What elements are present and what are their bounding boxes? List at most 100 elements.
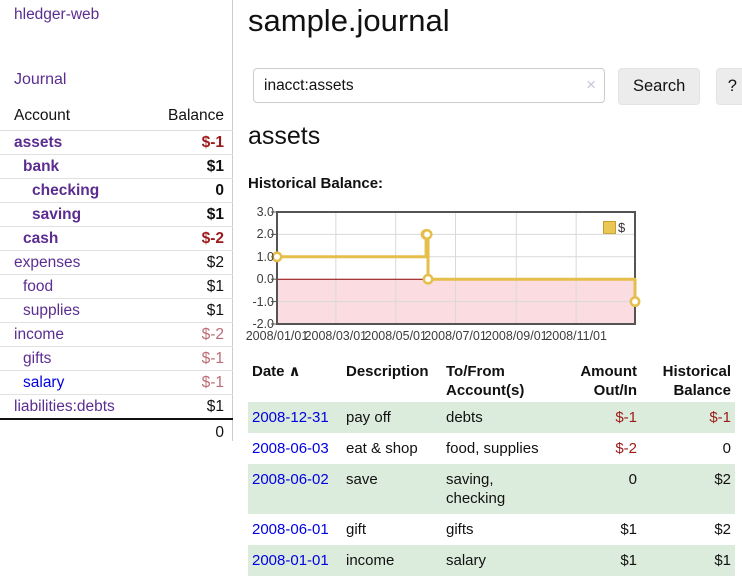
x-axis-label: 2008/09/01 — [485, 329, 548, 343]
x-axis-label: 2008/11/01 — [545, 329, 607, 343]
transaction-description-cell: eat & shop — [346, 440, 418, 457]
register-header-row: Date ∧ Description To/From Account(s) Amount… — [248, 360, 735, 402]
chart-plot — [271, 211, 641, 325]
account-link-food[interactable]: food — [23, 278, 54, 295]
account-row: gifts $-1 — [0, 347, 233, 371]
account-link-gifts[interactable]: gifts — [23, 350, 52, 367]
transaction-amount-cell: $1 — [620, 552, 637, 569]
sort-ascending-icon: ∧ — [288, 363, 301, 380]
column-header-to-from-account-s-: To/From Account(s) — [442, 360, 546, 402]
account-link-cash[interactable]: cash — [23, 230, 59, 247]
column-header-amount-out-in: Amount Out/In — [546, 360, 641, 402]
transaction-date-link[interactable]: 2008-06-03 — [252, 440, 329, 457]
transaction-date-cell: 2008-12-31 — [248, 402, 342, 433]
account-link-liabilities-debts[interactable]: liabilities:debts — [14, 398, 115, 415]
transaction-accounts-cell: debts — [446, 409, 483, 426]
account-balance: 0 — [215, 182, 224, 199]
transaction-balance-cell: $2 — [714, 471, 731, 488]
account-link-expenses[interactable]: expenses — [14, 254, 81, 271]
accounts-header-balance: Balance — [167, 107, 224, 124]
brand-link[interactable]: hledger-web — [14, 6, 100, 23]
account-balance: $1 — [206, 206, 224, 223]
account-link-bank[interactable]: bank — [23, 158, 60, 175]
column-header-label: Amount Out/In — [580, 363, 637, 399]
transaction-amount-cell: 0 — [628, 471, 637, 488]
transaction-amount-cell: $-2 — [615, 440, 637, 457]
account-balance: $-1 — [201, 374, 224, 391]
account-link-assets[interactable]: assets — [14, 134, 63, 151]
transaction-date-link[interactable]: 2008-06-01 — [252, 521, 329, 538]
account-balance: $1 — [206, 158, 224, 175]
account-row: checking 0 — [0, 179, 233, 203]
search-button[interactable]: Search — [618, 68, 701, 105]
account-balance: $1 — [206, 302, 224, 319]
transaction-date-cell: 2008-01-01 — [248, 545, 342, 576]
account-link-checking[interactable]: checking — [32, 182, 100, 199]
column-header-description: Description — [342, 360, 442, 402]
y-axis-label: -2.0 — [252, 317, 274, 331]
transaction-date-link[interactable]: 2008-06-02 — [252, 471, 329, 488]
column-header-label: Date — [252, 363, 285, 380]
account-balance: $-2 — [201, 326, 224, 343]
search-bar: × Search ? — [253, 68, 742, 105]
column-header-label: To/From Account(s) — [446, 363, 525, 399]
account-row: liabilities:debts $1 — [0, 395, 233, 418]
account-balance: $1 — [206, 398, 224, 415]
clear-search-icon[interactable]: × — [586, 75, 596, 94]
legend-swatch-icon — [603, 221, 616, 234]
chart-title: Historical Balance: — [248, 175, 384, 192]
transaction-date-link[interactable]: 2008-12-31 — [252, 409, 329, 426]
account-balance: $-1 — [201, 350, 224, 367]
transaction-description-cell: save — [346, 471, 378, 488]
chart-legend: $ — [603, 220, 625, 235]
accounts-table: Account Balance assets $-1 bank $1 checking 0… — [0, 104, 233, 445]
transaction-accounts-cell: salary — [446, 552, 487, 569]
x-axis-label: 2008/05/01 — [364, 329, 427, 343]
transaction-description-cell: pay off — [346, 409, 391, 426]
account-link-supplies[interactable]: supplies — [23, 302, 80, 319]
account-row: food $1 — [0, 275, 233, 299]
account-link-income[interactable]: income — [14, 326, 64, 343]
register-row: 2008-06-02 save saving, checking 0 $2 — [248, 464, 735, 514]
accounts-table-header: Account Balance — [0, 104, 233, 131]
register-row: 2008-12-31 pay off debts $-1 $-1 — [248, 402, 735, 433]
account-row: cash $-2 — [0, 227, 233, 251]
account-balance: $-1 — [201, 134, 224, 151]
y-axis-label: 2.0 — [256, 227, 274, 242]
transaction-amount-cell: $-1 — [615, 409, 637, 426]
page-title: sample.journal — [248, 3, 450, 38]
transaction-description-cell: income — [346, 552, 395, 569]
account-row: expenses $2 — [0, 251, 233, 275]
transaction-description-cell: gift — [346, 521, 367, 538]
account-page-title: assets — [248, 122, 321, 150]
register-row: 2008-01-01 income salary $1 $1 — [248, 545, 735, 576]
transaction-balance-cell: $1 — [714, 552, 731, 569]
sidebar: hledger-web Journal Account Balance asse… — [0, 0, 233, 441]
register-row: 2008-06-01 gift gifts $1 $2 — [248, 514, 735, 545]
historical-balance-chart: $ 3.0 2.0 1.0 0.0 -1.0 -2.0 2008/01/01 2008/03/… — [246, 196, 736, 348]
help-button[interactable]: ? — [716, 68, 742, 105]
transaction-date-link[interactable]: 2008-01-01 — [252, 552, 329, 569]
register-table: Date ∧ Description To/From Account(s) Amount… — [248, 360, 735, 576]
accounts-total-row: 0 — [0, 418, 233, 445]
transaction-accounts-cell: food, supplies — [446, 440, 539, 457]
transaction-accounts-cell: gifts — [446, 521, 474, 538]
account-link-saving[interactable]: saving — [32, 206, 82, 223]
transaction-balance-cell: $-1 — [709, 409, 731, 426]
account-row: bank $1 — [0, 155, 233, 179]
search-input[interactable] — [253, 68, 605, 103]
column-header-historical-balance: Historical Balance — [641, 360, 735, 402]
account-balance: $1 — [206, 278, 224, 295]
account-row: assets $-1 — [0, 131, 233, 155]
account-link-salary[interactable]: salary — [23, 374, 65, 391]
transaction-balance-cell: $2 — [714, 521, 731, 538]
y-axis-label: 0.0 — [256, 272, 274, 287]
account-row: supplies $1 — [0, 299, 233, 323]
legend-label: $ — [618, 220, 626, 235]
account-row: salary $-1 — [0, 371, 233, 395]
transaction-accounts-cell: saving, checking — [446, 471, 506, 507]
sidebar-item-journal[interactable]: Journal — [14, 71, 67, 88]
account-row: income $-2 — [0, 323, 233, 347]
accounts-header-account: Account — [14, 107, 71, 124]
register-row: 2008-06-03 eat & shop food, supplies $-2 0 — [248, 433, 735, 464]
